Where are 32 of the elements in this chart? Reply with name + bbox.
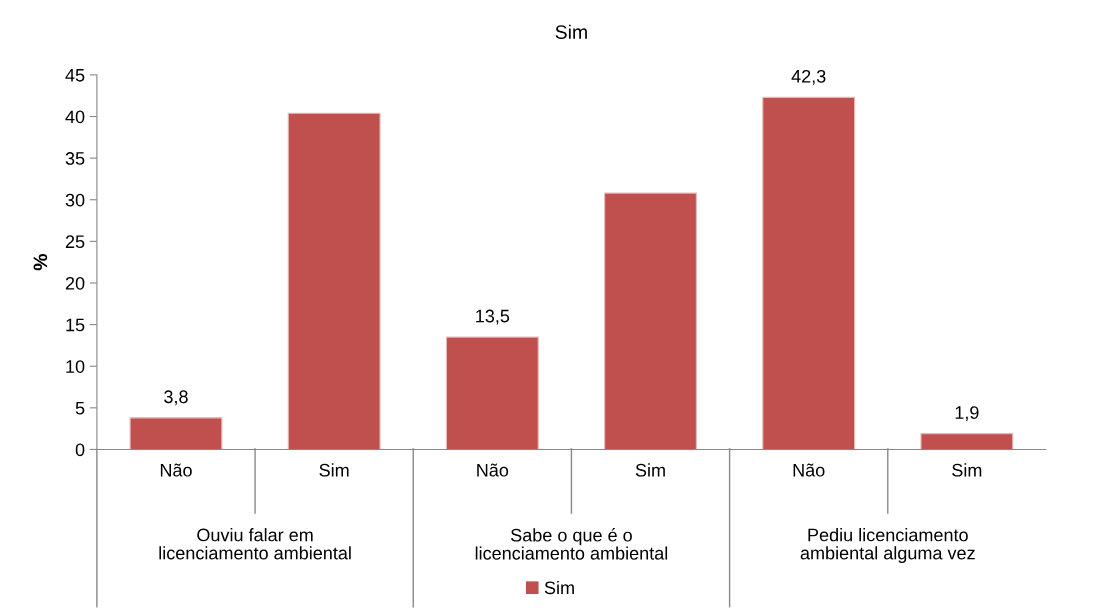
data-label: 3,8 bbox=[164, 390, 188, 406]
text: Ouviu falar em licenciamento ambiental bbox=[159, 528, 351, 560]
data-label: 13,5 bbox=[476, 309, 510, 325]
y-tick-label: 35 bbox=[65, 152, 85, 165]
x-tick-label: Sim bbox=[319, 463, 349, 477]
bar bbox=[762, 96, 856, 450]
x-tick-label: Sim bbox=[635, 463, 665, 477]
text: Sabe o que é o licenciamento ambiental bbox=[475, 528, 668, 560]
chart-title: Sim bbox=[555, 24, 587, 39]
y-tick-label: 0 bbox=[75, 443, 85, 457]
x-tick-label: Não bbox=[477, 463, 509, 477]
y-tick-label: 30 bbox=[65, 193, 85, 207]
data-label: 42,3 bbox=[791, 69, 826, 85]
bar bbox=[445, 336, 539, 450]
y-tick-label: 5 bbox=[75, 401, 85, 415]
bar bbox=[129, 417, 223, 450]
data-label: 1,9 bbox=[955, 406, 979, 422]
x-tick-label: Sim bbox=[952, 463, 982, 477]
y-axis-title: % bbox=[33, 254, 48, 271]
bar bbox=[287, 112, 381, 450]
y-tick-label: 15 bbox=[66, 318, 85, 332]
bar bbox=[920, 433, 1014, 450]
text: Pediu licenciamento ambiental alguma vez bbox=[800, 528, 975, 564]
y-tick-label: 25 bbox=[65, 235, 85, 249]
y-tick-label: 45 bbox=[65, 69, 85, 82]
y-tick-label: 10 bbox=[66, 360, 85, 373]
x-tick-label: Não bbox=[793, 463, 825, 477]
y-tick-label: 40 bbox=[65, 110, 85, 124]
y-tick-label: 20 bbox=[65, 276, 85, 290]
x-tick-label: Não bbox=[160, 463, 192, 477]
legend-label: Sim bbox=[544, 580, 574, 595]
bar bbox=[604, 192, 697, 450]
